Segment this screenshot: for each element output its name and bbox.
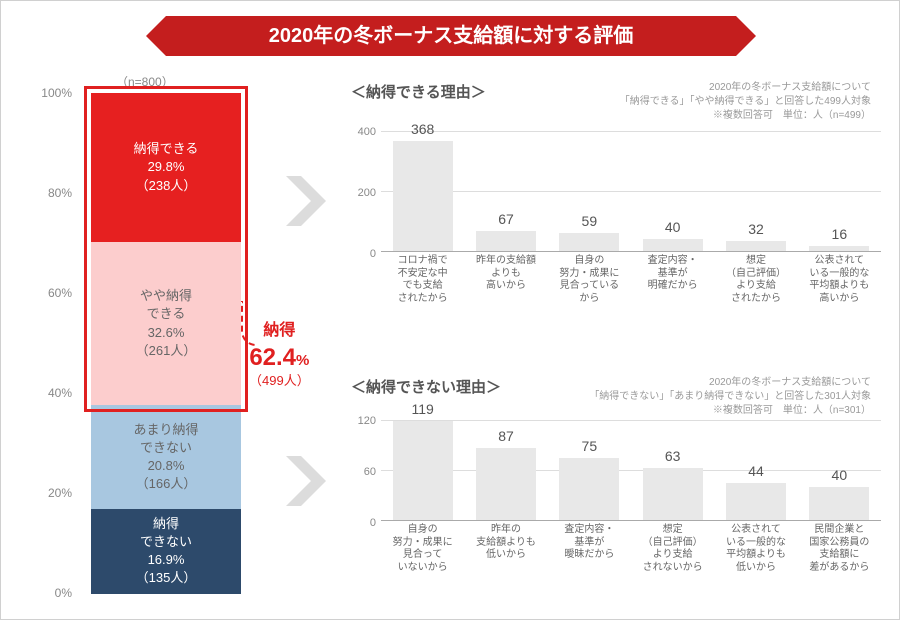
bar-value: 63	[643, 448, 703, 464]
grid-line	[381, 191, 881, 192]
bottom-chart-y-axis: 060120	[351, 421, 379, 523]
bar: 75査定内容・基準が曖昧だから	[559, 458, 619, 521]
bar: 44公表されている一般的な平均額よりも低いから	[726, 483, 786, 520]
y-tick: 0	[370, 517, 376, 529]
y-tick: 60	[364, 466, 376, 478]
arrow-bottom-icon	[281, 451, 331, 511]
satisfaction-callout: 納得 62.4% （499人）	[249, 321, 310, 390]
callout-label: 納得	[249, 321, 310, 342]
y-tick: 60%	[48, 286, 72, 300]
y-tick: 400	[358, 126, 376, 138]
top-chart-plot: 368コロナ禍で不安定な中でも支給されたから 67昨年の支給額よりも高いから 59自…	[381, 132, 881, 252]
bar-label: 昨年の支給額よりも低いから	[464, 524, 548, 562]
y-tick: 100%	[41, 86, 72, 100]
bar: 59自身の努力・成果に見合っているから	[559, 233, 619, 251]
bar-label: コロナ禍で不安定な中でも支給されたから	[381, 255, 465, 305]
bar: 40民間企業と国家公務員の支給額に差があるから	[809, 487, 869, 520]
chart-title-bar: 2020年の冬ボーナス支給額に対する評価	[166, 16, 736, 56]
bar-label: 査定内容・基準が明確だから	[631, 255, 715, 293]
y-tick: 0	[370, 248, 376, 260]
bar: 119自身の努力・成果に見合っていないから	[393, 421, 453, 520]
bar-value: 75	[559, 438, 619, 454]
bottom-chart-plot: 119自身の努力・成果に見合っていないから 87昨年の支給額よりも低いから 75査定…	[381, 421, 881, 521]
title-flag-right	[736, 16, 756, 56]
stacked-bar-chart: 0%20%40%60%80%100% 納得できる29.8%（238人）やや納得で…	[36, 93, 256, 593]
stacked-bar-column: 納得できる29.8%（238人）やや納得できる32.6%（261人）あまり納得で…	[91, 93, 241, 593]
bar-value: 32	[726, 221, 786, 237]
stacked-segment: やや納得できる32.6%（261人）	[91, 242, 241, 405]
top-chart-note: 2020年の冬ボーナス支給額について「納得できる」「やや納得できる」と回答した4…	[620, 81, 871, 123]
n-note: （n=800）	[116, 73, 174, 90]
bar-value: 40	[809, 467, 869, 483]
bar-label: 公表されている一般的な平均額よりも高いから	[797, 255, 881, 305]
title-flag-left	[146, 16, 166, 56]
bar-value: 67	[476, 211, 536, 227]
y-tick: 0%	[55, 586, 72, 600]
stacked-y-axis: 0%20%40%60%80%100%	[36, 93, 76, 593]
callout-sub: （499人）	[249, 373, 310, 390]
grid-line	[381, 420, 881, 421]
y-tick: 80%	[48, 186, 72, 200]
bar-value: 16	[809, 226, 869, 242]
grid-line	[381, 131, 881, 132]
bar-value: 368	[393, 121, 453, 137]
stacked-segment: あまり納得できない20.8%（166人）	[91, 405, 241, 509]
bar-label: 想定（自己評価）より支給されないから	[631, 524, 715, 574]
bar: 16公表されている一般的な平均額よりも高いから	[809, 246, 869, 251]
chart-container: 2020年の冬ボーナス支給額に対する評価 （n=800） 0% 20% 40% 60%…	[0, 0, 900, 620]
bar-value: 87	[476, 428, 536, 444]
y-tick: 40%	[48, 386, 72, 400]
y-tick: 120	[358, 415, 376, 427]
bar: 67昨年の支給額よりも高いから	[476, 231, 536, 251]
bar: 40査定内容・基準が明確だから	[643, 239, 703, 251]
stacked-segment: 納得できない16.9%（135人）	[91, 509, 241, 594]
top-bar-chart: ＜納得できる理由＞ 2020年の冬ボーナス支給額について「納得できる」「やや納得…	[351, 81, 881, 282]
bar-label: 査定内容・基準が曖昧だから	[547, 524, 631, 562]
bar-label: 想定（自己評価）より支給されたから	[714, 255, 798, 305]
bar-value: 59	[559, 213, 619, 229]
bar-label: 自身の努力・成果に見合っているから	[547, 255, 631, 305]
bottom-chart-note: 2020年の冬ボーナス支給額について「納得できない」「あまり納得できない」と回答…	[589, 376, 871, 418]
bar: 87昨年の支給額よりも低いから	[476, 448, 536, 521]
grid-line	[381, 470, 881, 471]
callout-pct-suffix: %	[296, 352, 309, 369]
bar-label: 民間企業と国家公務員の支給額に差があるから	[797, 524, 881, 574]
bar: 63想定（自己評価）より支給されないから	[643, 468, 703, 521]
bar-value: 40	[643, 219, 703, 235]
bottom-bar-chart: ＜納得できない理由＞ 2020年の冬ボーナス支給額について「納得できない」「あま…	[351, 376, 881, 551]
bar: 32想定（自己評価）より支給されたから	[726, 241, 786, 251]
arrow-top-icon	[281, 171, 331, 231]
bar-label: 公表されている一般的な平均額よりも低いから	[714, 524, 798, 574]
top-chart-y-axis: 0200400	[351, 132, 379, 254]
bar: 368コロナ禍で不安定な中でも支給されたから	[393, 141, 453, 251]
bar-value: 119	[393, 401, 453, 417]
y-tick: 200	[358, 187, 376, 199]
callout-value: 62.4	[249, 344, 296, 371]
stacked-segment: 納得できる29.8%（238人）	[91, 93, 241, 242]
bar-value: 44	[726, 463, 786, 479]
bar-label: 自身の努力・成果に見合っていないから	[381, 524, 465, 574]
bar-label: 昨年の支給額よりも高いから	[464, 255, 548, 293]
y-tick: 20%	[48, 486, 72, 500]
